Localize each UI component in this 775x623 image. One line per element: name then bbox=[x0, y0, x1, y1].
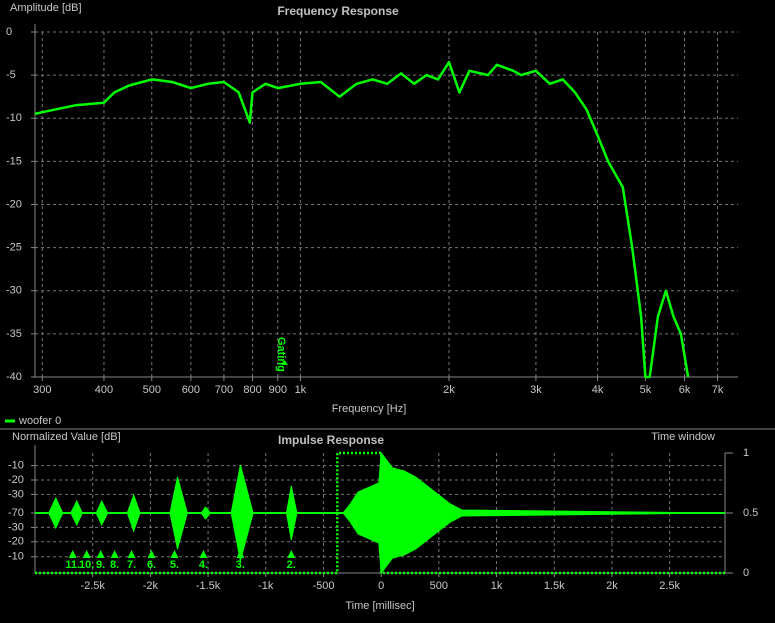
x-tick-label: 2k bbox=[606, 580, 618, 592]
x-tick-label: 2k bbox=[443, 384, 455, 396]
x-tick-label: 900 bbox=[269, 384, 287, 396]
y-tick-label: -70 bbox=[8, 507, 24, 519]
y-tick-label: -30 bbox=[8, 521, 24, 533]
marker-label: 7. bbox=[127, 559, 136, 571]
x-tick-label: 800 bbox=[243, 384, 261, 396]
y-tick-label: 0 bbox=[6, 26, 12, 38]
y-tick-label: -10 bbox=[8, 551, 24, 563]
time-window bbox=[35, 451, 725, 575]
reflection-marker bbox=[68, 550, 77, 558]
reflection-marker bbox=[110, 550, 119, 558]
reflection-marker bbox=[96, 550, 105, 558]
y-tick-label: -25 bbox=[6, 242, 22, 254]
x-tick-label: 4k bbox=[592, 384, 604, 396]
y-tick-label: -20 bbox=[8, 536, 24, 548]
y2-tick-label: 1 bbox=[743, 447, 749, 459]
legend-label: woofer 0 bbox=[18, 415, 61, 427]
reflection-marker bbox=[82, 550, 91, 558]
y2-tick-label: 0 bbox=[743, 567, 749, 579]
x-axis-label: Frequency [Hz] bbox=[332, 403, 407, 415]
y2-tick-label: 0.5 bbox=[743, 507, 758, 519]
y-tick-label: -30 bbox=[6, 285, 22, 297]
x-tick-label: 6k bbox=[679, 384, 691, 396]
marker-label: 5. bbox=[170, 559, 179, 571]
x-tick-label: 0 bbox=[378, 580, 384, 592]
chart-title: Frequency Response bbox=[277, 4, 399, 18]
reflection-marker bbox=[199, 550, 208, 558]
y-tick-label: -5 bbox=[6, 69, 16, 81]
marker-label: 9. bbox=[96, 559, 105, 571]
y-tick-label: -35 bbox=[6, 328, 22, 340]
marker-label: 6. bbox=[147, 559, 156, 571]
marker-label: 4. bbox=[199, 559, 208, 571]
x-tick-label: -1.5k bbox=[196, 580, 221, 592]
x-tick-label: -2k bbox=[143, 580, 159, 592]
x-tick-label: 2.5k bbox=[659, 580, 680, 592]
marker-label: 2. bbox=[287, 559, 296, 571]
x-tick-label: 3k bbox=[530, 384, 542, 396]
series-line bbox=[34, 60, 690, 379]
x-tick-label: 1k bbox=[295, 384, 307, 396]
reflection-marker bbox=[170, 550, 179, 558]
x-tick-label: 700 bbox=[215, 384, 233, 396]
x-tick-label: 5k bbox=[640, 384, 652, 396]
marker-label: 3. bbox=[236, 559, 245, 571]
x-tick-label: 500 bbox=[143, 384, 161, 396]
x-tick-label: 1.5k bbox=[544, 580, 565, 592]
x-tick-label: -500 bbox=[312, 580, 334, 592]
x-tick-label: -1k bbox=[258, 580, 274, 592]
x-tick-label: 1k bbox=[491, 580, 503, 592]
reflection-marker bbox=[147, 550, 156, 558]
y-tick-label: -40 bbox=[6, 371, 22, 383]
marker-label: 11. bbox=[65, 559, 80, 571]
marker-label: 10. bbox=[79, 559, 94, 571]
x-tick-label: 500 bbox=[430, 580, 448, 592]
y-tick-label: -10 bbox=[8, 460, 24, 472]
reflection-marker bbox=[236, 550, 245, 558]
y-tick-label: -10 bbox=[6, 112, 22, 124]
x-axis-label: Time [millisec] bbox=[345, 600, 414, 612]
reflection-marker bbox=[287, 550, 296, 558]
x-tick-label: 400 bbox=[95, 384, 113, 396]
y2-axis-label: Time window bbox=[651, 431, 715, 443]
y-tick-label: -30 bbox=[8, 488, 24, 500]
marker-label: 8. bbox=[110, 559, 119, 571]
annotation: Gating bbox=[275, 337, 287, 372]
x-tick-label: 600 bbox=[182, 384, 200, 396]
reflection-marker bbox=[127, 550, 136, 558]
x-tick-label: -2.5k bbox=[80, 580, 105, 592]
y-tick-label: -20 bbox=[6, 198, 22, 210]
y-axis-label: Normalized Value [dB] bbox=[12, 431, 121, 443]
annotation-arrow bbox=[281, 360, 288, 365]
y-axis-label: Amplitude [dB] bbox=[10, 2, 82, 14]
chart-title: Impulse Response bbox=[278, 433, 384, 447]
y-tick-label: -15 bbox=[6, 155, 22, 167]
y-tick-label: -20 bbox=[8, 474, 24, 486]
x-tick-label: 7k bbox=[712, 384, 724, 396]
x-tick-label: 300 bbox=[33, 384, 51, 396]
